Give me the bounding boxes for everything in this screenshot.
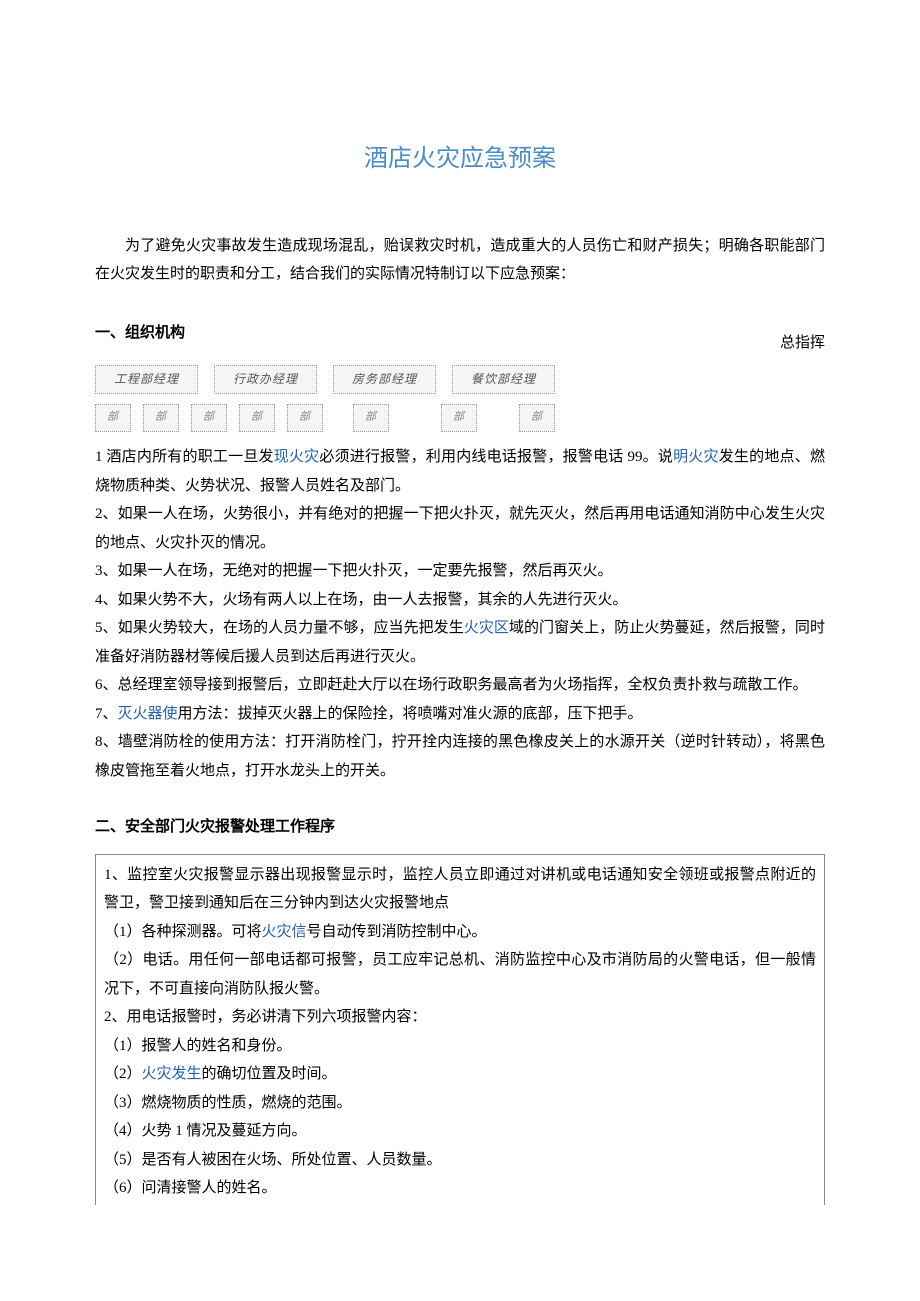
- list-item: 6、总经理室领导接到报警后，立即赶赴大厅以在场行政职务最高者为火场指挥，全权负责…: [95, 671, 825, 700]
- list-item: 5、如果火势较大，在场的人员力量不够，应当先把发生火灾区域的门窗关上，防止火势蔓…: [95, 614, 825, 671]
- org-chart: 工程部经理 行政办经理 房务部经理 餐饮部经理 部 部 部 部 部 部 部 部: [95, 365, 605, 435]
- link-fire-occur[interactable]: 火灾发生: [142, 1066, 202, 1082]
- text-span: （2）: [104, 1066, 142, 1082]
- org-box-sub: 部: [287, 404, 323, 432]
- link-fire-signal[interactable]: 火灾信: [262, 924, 307, 940]
- list-item: 1 酒店内所有的职工一旦发现火灾必须进行报警，利用内线电话报警，报警电话 99。…: [95, 443, 825, 500]
- section1-header: 一、组织机构: [95, 319, 825, 348]
- intro-paragraph: 为了避免火灾事故发生造成现场混乱，贻误救灾时机，造成重大的人员伤亡和财产损失；明…: [95, 232, 825, 289]
- list-item: （1）各种探测器。可将火灾信号自动传到消防控制中心。: [104, 918, 816, 947]
- text-span: 的确切位置及时间。: [202, 1066, 337, 1082]
- org-box-engineering: 工程部经理: [95, 365, 198, 394]
- org-box-admin: 行政办经理: [214, 365, 317, 394]
- list-item: 4、如果火势不大，火场有两人以上在场，由一人去报警，其余的人先进行灭火。: [95, 586, 825, 615]
- text-span: 7、: [95, 706, 118, 722]
- list-item: 8、墙壁消防栓的使用方法：打开消防栓门，拧开拴内连接的黑色橡皮关上的水源开关（逆…: [95, 728, 825, 785]
- org-box-fnb: 餐饮部经理: [452, 365, 555, 394]
- list-item: （1）报警人的姓名和身份。: [104, 1032, 816, 1061]
- section2-box: 1、监控室火灾报警显示器出现报警显示时，监控人员立即通过对讲机或电话通知安全领班…: [95, 854, 825, 1205]
- list-item: （6）问清接警人的姓名。: [104, 1174, 816, 1203]
- org-box-sub: 部: [441, 404, 477, 432]
- page-title: 酒店火灾应急预案: [95, 136, 825, 182]
- org-box-sub: 部: [353, 404, 389, 432]
- list-item: 3、如果一人在场，无绝对的把握一下把火扑灭，一定要先报警，然后再灭火。: [95, 557, 825, 586]
- section-1: 总指挥 一、组织机构 工程部经理 行政办经理 房务部经理 餐饮部经理 部 部 部…: [95, 319, 825, 786]
- list-item: 2、如果一人在场，火势很小，并有绝对的把握一下把火扑灭，就先灭火，然后再用电话通…: [95, 500, 825, 557]
- org-box-housekeeping: 房务部经理: [333, 365, 436, 394]
- org-chart-row-top: 工程部经理 行政办经理 房务部经理 餐饮部经理: [95, 365, 605, 394]
- org-box-sub: 部: [191, 404, 227, 432]
- list-item: 2、用电话报警时，务必讲清下列六项报警内容：: [104, 1003, 816, 1032]
- list-item: （3）燃烧物质的性质，燃烧的范围。: [104, 1089, 816, 1118]
- text-span: 必须进行报警，利用内线电话报警，报警电话 99。说: [319, 449, 673, 465]
- list-item: 7、灭火器使用方法：拔掉灭火器上的保险拴，将喷嘴对准火源的底部，压下把手。: [95, 700, 825, 729]
- text-span: 号自动传到消防控制中心。: [307, 924, 487, 940]
- text-span: 5、如果火势较大，在场的人员力量不够，应当先把发生: [95, 620, 464, 636]
- text-span: 1 酒店内所有的职工一旦发: [95, 449, 274, 465]
- section2-header: 二、安全部门火灾报警处理工作程序: [95, 813, 825, 842]
- link-extinguisher[interactable]: 灭火器使: [118, 706, 178, 722]
- link-fire[interactable]: 现火灾: [274, 449, 320, 465]
- org-chart-row-bottom: 部 部 部 部 部 部 部 部: [95, 404, 605, 432]
- link-fire-clear[interactable]: 明火灾: [673, 449, 719, 465]
- org-box-sub: 部: [519, 404, 555, 432]
- org-box-sub: 部: [95, 404, 131, 432]
- list-item: （2）火灾发生的确切位置及时间。: [104, 1060, 816, 1089]
- document-page: 酒店火灾应急预案 为了避免火灾事故发生造成现场混乱，贻误救灾时机，造成重大的人员…: [0, 0, 920, 1301]
- list-item: （4）火势 1 情况及蔓延方向。: [104, 1117, 816, 1146]
- text-span: 用方法：拔掉灭火器上的保险拴，将喷嘴对准火源的底部，压下把手。: [178, 706, 643, 722]
- float-label-commander: 总指挥: [780, 329, 825, 358]
- list-item: （5）是否有人被困在火场、所处位置、人员数量。: [104, 1146, 816, 1175]
- org-box-sub: 部: [239, 404, 275, 432]
- link-fire-zone[interactable]: 火灾区: [464, 620, 509, 636]
- org-box-sub: 部: [143, 404, 179, 432]
- list-item: （2）电话。用任何一部电话都可报警，员工应牢记总机、消防监控中心及市消防局的火警…: [104, 946, 816, 1003]
- section-2: 二、安全部门火灾报警处理工作程序 1、监控室火灾报警显示器出现报警显示时，监控人…: [95, 813, 825, 1205]
- list-item: 1、监控室火灾报警显示器出现报警显示时，监控人员立即通过对讲机或电话通知安全领班…: [104, 861, 816, 918]
- text-span: （1）各种探测器。可将: [104, 924, 262, 940]
